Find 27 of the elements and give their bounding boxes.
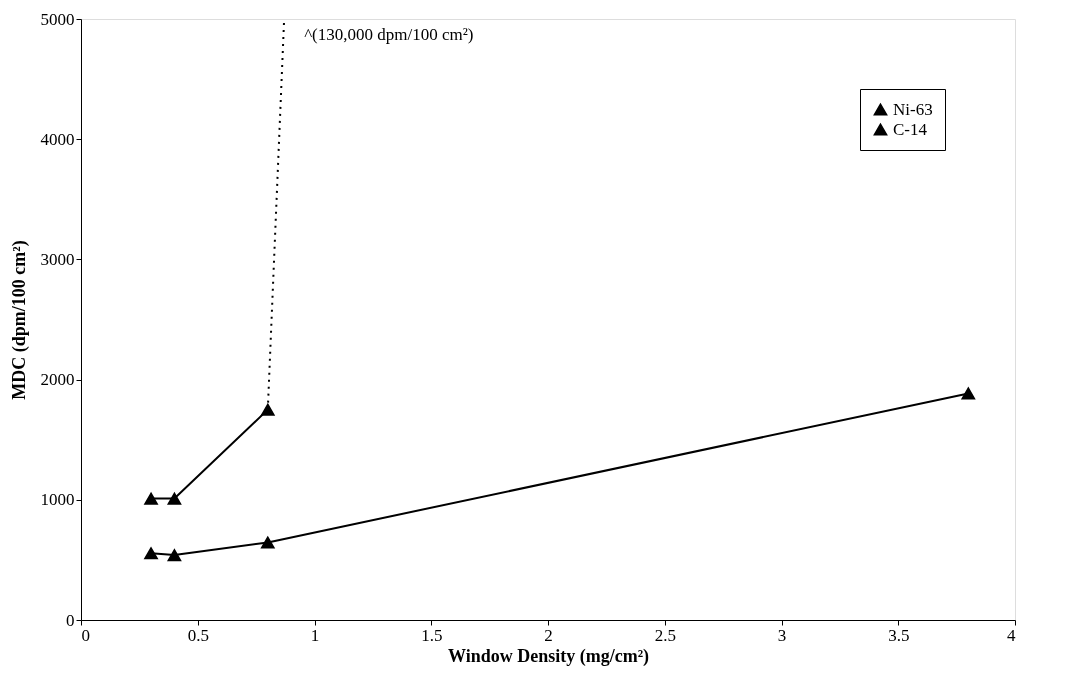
y-tick-label: 4000 [40,129,75,149]
point [167,492,182,505]
legend-label: Ni-63 [893,99,933,119]
x-tick-label: 2 [544,625,553,645]
y-tick-label: 3000 [40,249,75,269]
x-tick-label: 3.5 [888,625,910,645]
x-tick-label: 1.5 [421,625,443,645]
x-tick-label: 4 [1007,625,1016,645]
legend-label: C-14 [893,119,928,139]
annotation: ^(130,000 dpm/100 cm²) [304,25,474,44]
x-tick-label: 0.5 [187,625,209,645]
y-axis-title: MDC (dpm/100 cm²) [8,240,30,400]
x-tick-label: 1 [310,625,320,645]
x-axis-title: Window Density (mg/cm²) [447,645,650,667]
point [167,549,182,562]
point [260,536,275,549]
y-tick-label: 0 [66,610,75,630]
x-tick-label: 2.5 [654,625,676,645]
y-tick-label: 2000 [40,370,75,390]
y-tick-label: 5000 [40,9,75,29]
point [961,387,976,400]
y-tick-label: 1000 [40,490,75,510]
x-tick-label: 3 [777,625,787,645]
x-tick-label: 0 [81,625,90,645]
point [144,492,158,505]
point [260,403,275,416]
point [144,547,158,560]
